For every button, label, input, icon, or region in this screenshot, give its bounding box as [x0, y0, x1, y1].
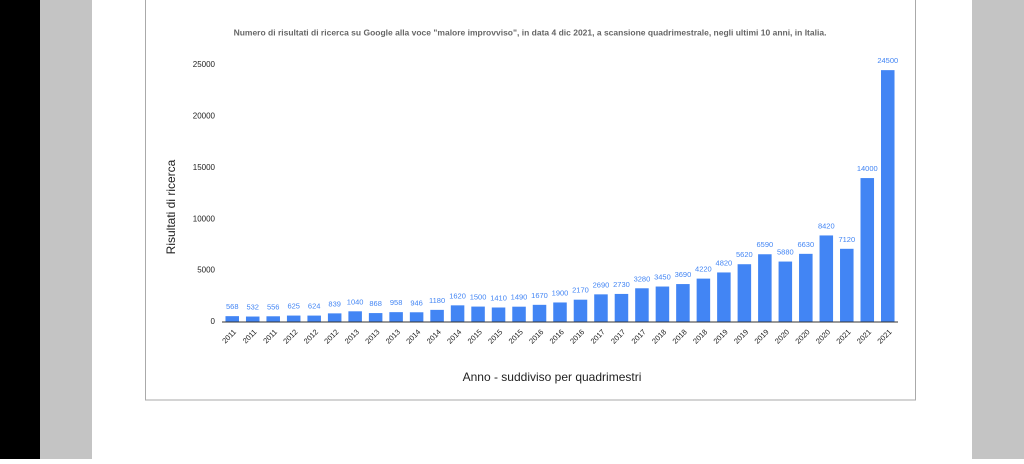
value-label: 8420 — [818, 221, 835, 230]
value-label: 1900 — [552, 288, 569, 297]
bar — [532, 304, 547, 322]
value-label: 7120 — [838, 235, 855, 244]
value-label: 4220 — [695, 265, 712, 274]
value-label: 1180 — [429, 296, 445, 305]
value-label: 624 — [308, 302, 321, 311]
value-label: 839 — [328, 299, 341, 308]
value-label: 568 — [226, 302, 239, 311]
value-label: 3690 — [675, 270, 692, 279]
bar — [286, 315, 301, 322]
value-label: 532 — [246, 303, 259, 312]
bar — [368, 313, 383, 322]
y-tick-label: 15000 — [193, 163, 216, 172]
bar — [245, 316, 260, 322]
bar — [471, 306, 485, 322]
value-label: 6590 — [757, 240, 774, 249]
value-label: 1490 — [511, 293, 528, 302]
value-label: 868 — [369, 299, 382, 308]
left-margin — [40, 0, 92, 459]
value-label: 3280 — [634, 274, 651, 283]
value-label: 625 — [287, 302, 300, 311]
bar — [430, 309, 444, 322]
bar — [266, 316, 280, 322]
y-tick-label: 5000 — [197, 266, 215, 275]
value-label: 6630 — [797, 240, 814, 249]
value-label: 556 — [267, 302, 280, 311]
bar — [307, 315, 321, 322]
y-axis-label: Risultati di ricerca — [164, 159, 178, 254]
bar — [737, 264, 752, 322]
value-label: 2170 — [572, 286, 589, 295]
left-bar — [0, 0, 40, 459]
y-tick-label: 20000 — [193, 112, 216, 121]
bar — [327, 313, 342, 322]
right-margin — [972, 0, 1024, 459]
value-label: 24500 — [877, 56, 898, 65]
bar — [348, 311, 362, 322]
value-label: 946 — [410, 298, 423, 307]
value-label: 14000 — [857, 164, 878, 173]
chart-frame — [145, 0, 916, 401]
value-label: 1040 — [347, 297, 364, 306]
bar — [512, 306, 526, 322]
bar — [450, 305, 465, 322]
value-label: 1500 — [470, 293, 487, 302]
bar — [778, 261, 793, 322]
value-label: 5880 — [777, 248, 794, 257]
bar — [594, 294, 608, 322]
bar — [799, 253, 813, 322]
value-label: 4820 — [716, 258, 733, 267]
value-label: 3450 — [654, 273, 671, 282]
bar — [655, 286, 670, 322]
y-tick-label: 0 — [211, 317, 216, 326]
bar — [840, 248, 854, 322]
value-label: 5620 — [736, 250, 753, 259]
bar — [860, 178, 875, 322]
value-label: 1670 — [531, 291, 548, 300]
bar — [614, 293, 629, 322]
value-label: 2690 — [593, 280, 610, 289]
bar — [758, 254, 772, 322]
bar — [573, 299, 588, 322]
bar — [409, 312, 424, 322]
y-tick-label: 10000 — [193, 214, 216, 223]
bar — [717, 272, 731, 322]
bar — [389, 312, 403, 322]
bar — [696, 278, 711, 322]
chart-title: Numero di risultati di ricerca su Google… — [234, 27, 827, 37]
bar — [553, 302, 567, 322]
bar — [676, 284, 690, 322]
bar — [880, 70, 895, 322]
x-axis-label: Anno - suddiviso per quadrimestri — [463, 370, 642, 384]
value-label: 1620 — [449, 291, 466, 300]
value-label: 2730 — [613, 280, 630, 289]
bar — [635, 288, 649, 322]
bar — [225, 316, 240, 322]
bar — [491, 307, 506, 322]
bar — [819, 235, 834, 322]
value-label: 958 — [390, 298, 403, 307]
value-label: 1410 — [490, 293, 507, 302]
y-tick-label: 25000 — [193, 60, 216, 69]
